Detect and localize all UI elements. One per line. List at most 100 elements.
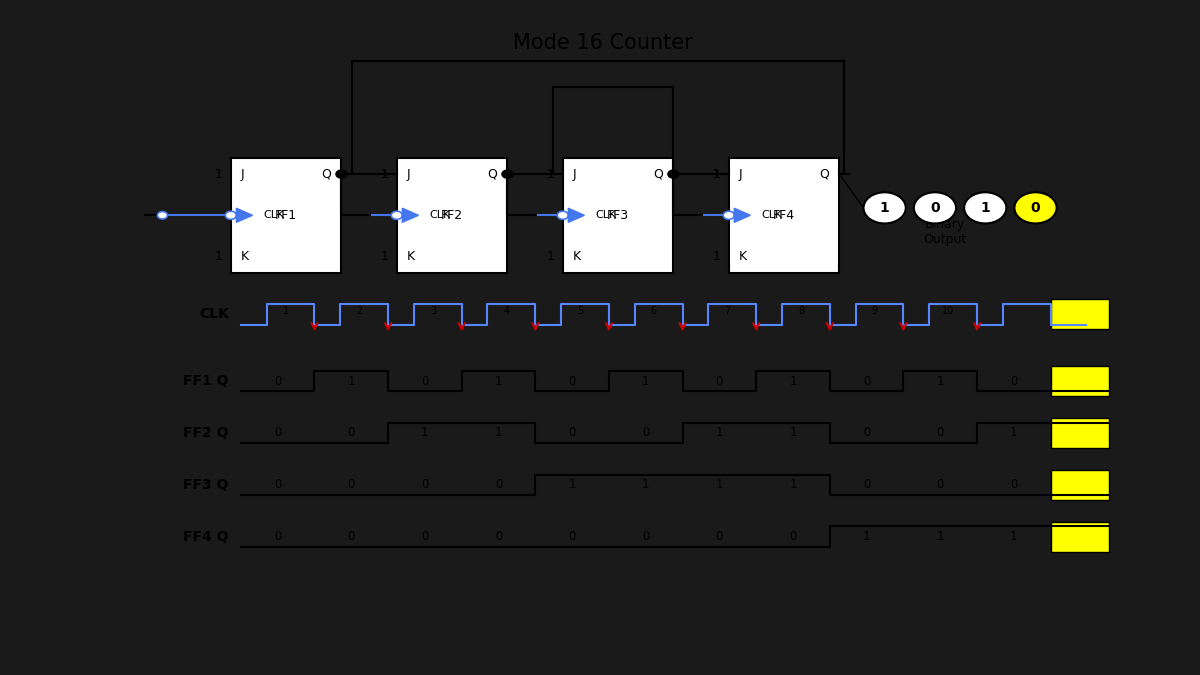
Text: Q: Q: [322, 167, 331, 181]
Text: 1: 1: [348, 375, 355, 387]
Text: 1: 1: [642, 375, 649, 387]
Text: 1: 1: [569, 479, 576, 491]
Bar: [728, 158, 839, 273]
Text: FF3: FF3: [607, 209, 629, 222]
Text: 1: 1: [642, 479, 649, 491]
Text: 0: 0: [494, 479, 503, 491]
Text: CLK: CLK: [263, 211, 284, 220]
Text: 1: 1: [283, 306, 289, 316]
Text: 1: 1: [380, 250, 389, 263]
Text: 0: 0: [863, 427, 870, 439]
Text: FF4 Q: FF4 Q: [184, 530, 229, 544]
Text: 1: 1: [790, 375, 797, 387]
Text: 0: 0: [715, 531, 724, 543]
Text: J: J: [241, 167, 245, 181]
Text: K: K: [407, 250, 415, 263]
Text: 0: 0: [569, 531, 576, 543]
Text: 0: 0: [1031, 201, 1040, 215]
Text: 0: 0: [936, 479, 944, 491]
Text: J: J: [739, 167, 743, 181]
Text: 0: 0: [348, 531, 355, 543]
Text: 4: 4: [504, 306, 510, 316]
Text: 0: 0: [421, 479, 428, 491]
Text: 0: 0: [642, 531, 649, 543]
Text: 3: 3: [430, 306, 436, 316]
Text: 9: 9: [871, 306, 877, 316]
Text: 1: 1: [936, 375, 944, 387]
Text: FF2: FF2: [442, 209, 463, 222]
Text: Binary
Output: Binary Output: [923, 218, 967, 246]
Text: 0: 0: [790, 531, 797, 543]
Text: 0: 0: [1010, 479, 1018, 491]
Text: 1: 1: [715, 427, 724, 439]
Bar: [1051, 470, 1109, 500]
Text: FF1: FF1: [275, 209, 298, 222]
Polygon shape: [569, 208, 584, 222]
Text: FF1 Q: FF1 Q: [184, 374, 229, 388]
Text: 1: 1: [980, 201, 990, 215]
Text: 0: 0: [494, 531, 503, 543]
Text: 1: 1: [380, 167, 389, 181]
Text: Q: Q: [654, 167, 664, 181]
Text: 0: 0: [642, 427, 649, 439]
Bar: [230, 158, 342, 273]
Text: K: K: [241, 250, 250, 263]
Text: 1: 1: [494, 375, 503, 387]
Bar: [1051, 367, 1109, 396]
Text: 1: 1: [421, 427, 428, 439]
Text: 0: 0: [348, 427, 355, 439]
Text: FF3 Q: FF3 Q: [184, 478, 229, 492]
Text: Mode 16 Counter: Mode 16 Counter: [514, 33, 692, 53]
Text: 1: 1: [1010, 531, 1018, 543]
Text: 2: 2: [356, 306, 362, 316]
Circle shape: [1014, 192, 1057, 223]
Text: Q: Q: [487, 167, 497, 181]
Text: 1: 1: [1010, 427, 1018, 439]
Text: 1: 1: [547, 167, 554, 181]
Text: 0: 0: [348, 479, 355, 491]
Text: 10: 10: [942, 306, 954, 316]
Circle shape: [724, 211, 734, 219]
Circle shape: [226, 211, 236, 219]
Bar: [1051, 522, 1109, 551]
Circle shape: [336, 170, 347, 178]
Text: 7: 7: [725, 306, 731, 316]
Text: 0: 0: [863, 479, 870, 491]
Text: 0: 0: [421, 375, 428, 387]
Text: 1: 1: [547, 167, 554, 181]
Text: 0: 0: [936, 427, 944, 439]
Circle shape: [914, 192, 956, 223]
Text: 0: 0: [421, 531, 428, 543]
Circle shape: [157, 211, 168, 219]
Text: 1: 1: [713, 167, 721, 181]
Text: J: J: [572, 167, 576, 181]
Text: 0: 0: [1010, 375, 1018, 387]
Circle shape: [668, 170, 679, 178]
Circle shape: [502, 170, 512, 178]
Bar: [397, 158, 508, 273]
Text: 1: 1: [715, 479, 724, 491]
Text: 1: 1: [215, 250, 223, 263]
Circle shape: [557, 211, 569, 219]
Text: 1: 1: [863, 531, 870, 543]
Text: K: K: [739, 250, 746, 263]
Polygon shape: [236, 208, 252, 222]
Text: 5: 5: [577, 306, 583, 316]
Text: 1: 1: [494, 427, 503, 439]
Bar: [1051, 300, 1109, 329]
Text: 0: 0: [274, 479, 281, 491]
Text: 1: 1: [936, 531, 944, 543]
Text: CLK: CLK: [761, 211, 782, 220]
Text: Q: Q: [820, 167, 829, 181]
Bar: [563, 158, 673, 273]
Text: 0: 0: [930, 201, 940, 215]
Text: CLK: CLK: [428, 211, 450, 220]
Text: 0: 0: [715, 375, 724, 387]
Text: FF2 Q: FF2 Q: [184, 426, 229, 440]
Text: 1: 1: [547, 250, 554, 263]
Text: 1: 1: [790, 427, 797, 439]
Text: 8: 8: [798, 306, 804, 316]
Text: 1: 1: [713, 250, 721, 263]
Bar: [1051, 418, 1109, 448]
Text: 0: 0: [863, 375, 870, 387]
